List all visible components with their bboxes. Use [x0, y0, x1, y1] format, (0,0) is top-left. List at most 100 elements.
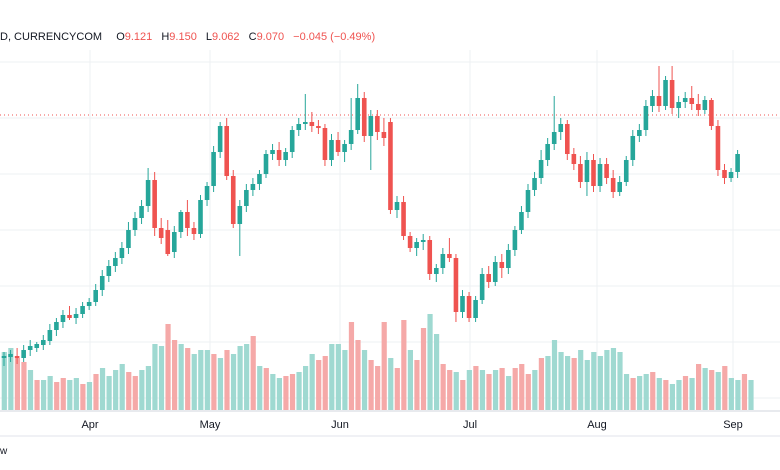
candle [230, 170, 236, 228]
candle-body [427, 240, 433, 274]
candle [224, 118, 229, 180]
candle-body [361, 98, 367, 136]
candle [656, 66, 662, 112]
candle-body [257, 174, 262, 184]
candle [512, 226, 518, 256]
candle-body [499, 262, 505, 268]
ohlc-legend: D, CURRENCYCOM O9.121 H9.150 L9.062 C9.0… [0, 31, 381, 43]
candle-body [375, 116, 380, 132]
low-label: L [205, 31, 213, 43]
volume-bar [427, 314, 433, 410]
close-label: C [248, 31, 257, 43]
candle-body [532, 178, 537, 190]
candle-body [460, 296, 465, 312]
volume-bar [545, 356, 551, 410]
candle [54, 318, 59, 336]
volume-bar [702, 368, 708, 410]
volume-bar [584, 360, 590, 410]
candle [519, 206, 524, 234]
volume-bar [466, 370, 472, 410]
candle-body [230, 176, 236, 224]
volume-bar [558, 352, 564, 410]
candle [388, 118, 393, 214]
candle-body [545, 144, 550, 160]
candle-body [709, 100, 714, 126]
candle [322, 124, 328, 166]
candle [250, 178, 256, 196]
candle-body [565, 124, 570, 154]
candle-body [165, 230, 171, 254]
candle-body [126, 230, 131, 248]
candle-body [578, 164, 583, 182]
candle [368, 110, 374, 170]
volume-bar [165, 324, 171, 410]
volume-bar [499, 368, 505, 410]
x-tick-label-jun: Jun [331, 419, 349, 431]
candle [1, 352, 7, 366]
candle-body [643, 106, 649, 130]
candle-body [466, 296, 472, 318]
volume-bar [394, 368, 400, 410]
candle [165, 220, 171, 256]
volume-bar [80, 384, 86, 410]
candle-body [728, 172, 734, 178]
candle [381, 118, 387, 146]
volume-bar [597, 356, 603, 410]
candle-body [342, 144, 347, 152]
volume-bar [420, 328, 427, 410]
volume-bar [447, 370, 453, 410]
candle-body [715, 126, 721, 170]
candle-body [682, 98, 688, 102]
volume-bar [715, 372, 721, 410]
volume-bar [623, 374, 630, 410]
candle [47, 324, 53, 345]
candle-body [270, 150, 275, 154]
candle [198, 195, 203, 238]
candle-body [440, 254, 446, 268]
volume-bar [473, 366, 479, 410]
candle-body [623, 160, 629, 182]
volume-bar [86, 382, 93, 410]
volume-bar [191, 354, 197, 410]
candle-body [185, 212, 190, 228]
candle-body [191, 228, 197, 234]
candle [158, 218, 164, 244]
candle-body [283, 152, 288, 160]
volume-bar [139, 370, 145, 410]
candle-body [152, 180, 157, 228]
volume-bar [1, 352, 7, 410]
volume-bar [460, 380, 466, 410]
x-tick-label-aug: Aug [587, 419, 607, 431]
candle-body [224, 126, 229, 176]
candle [185, 200, 190, 236]
candle [375, 110, 380, 140]
candle [702, 96, 708, 114]
volume-bar [388, 358, 394, 410]
candle [440, 248, 446, 274]
candle [316, 120, 321, 134]
candle-body [486, 274, 491, 282]
volume-bar [434, 334, 440, 410]
candle-body [473, 300, 478, 318]
volume-bar [617, 352, 623, 410]
volume-bar [21, 362, 27, 410]
candle [453, 254, 459, 322]
candle [34, 342, 40, 352]
candle [27, 340, 33, 356]
candle [473, 296, 478, 322]
volume-bar [538, 358, 544, 410]
candle [499, 254, 505, 278]
candle-body [512, 230, 518, 250]
candle [728, 168, 734, 182]
candle-body [93, 290, 98, 302]
candle-body [14, 356, 20, 358]
candle [178, 210, 184, 238]
volume-bar [119, 364, 125, 410]
volume-bar [532, 370, 538, 410]
volume-bar [158, 346, 165, 410]
candle [67, 306, 72, 320]
candle [132, 212, 138, 236]
candle-body [41, 340, 46, 345]
